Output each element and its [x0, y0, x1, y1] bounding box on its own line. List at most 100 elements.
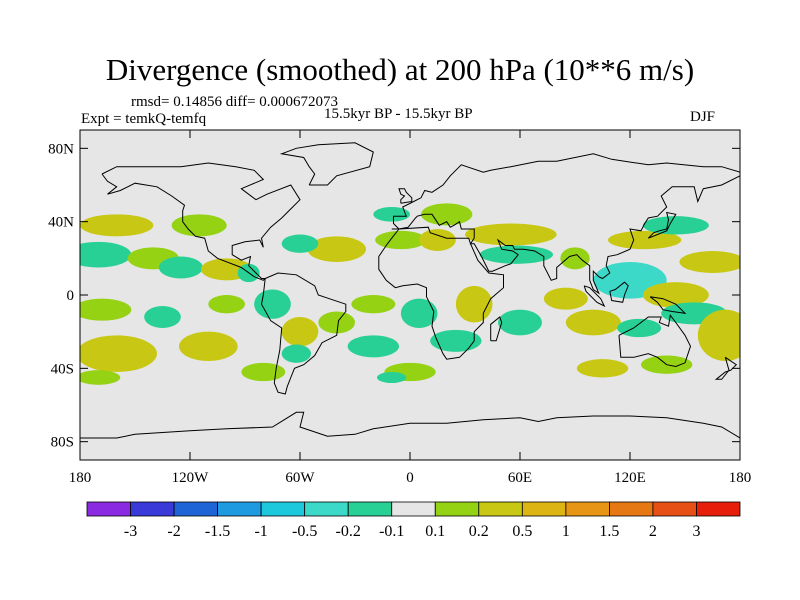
divergence-patch-42 [241, 362, 286, 382]
divergence-patch-15 [560, 247, 590, 270]
lat-label-4: 80S [51, 435, 74, 451]
colorbar-label-0: -3 [124, 523, 137, 540]
map-ticks: 80N 40N 0 40S 80S 180 120W 60W 0 60E 120E 180 [48, 130, 751, 486]
divergence-patch-8 [281, 234, 319, 253]
lon-label-4: 60E [508, 470, 532, 486]
colorbar-label-5: -0.2 [336, 523, 361, 540]
colorbar-label-10: 1 [562, 523, 570, 540]
divergence-patch-13 [465, 223, 557, 246]
coast-new-guinea [649, 296, 687, 315]
lon-label-5: 120E [614, 470, 646, 486]
coast-sumatra [583, 285, 606, 308]
divergence-patch-23 [80, 298, 132, 321]
colorbar-label-9: 0.5 [512, 523, 532, 540]
colorbar-label-2: -1.5 [205, 523, 230, 540]
divergence-patch-20 [642, 282, 709, 308]
colorbar-swatch-8 [434, 501, 480, 517]
divergence-patch-12 [373, 207, 410, 222]
colorbar-swatch-10 [521, 501, 567, 517]
coastlines [80, 142, 740, 439]
divergence-patch-26 [179, 331, 238, 362]
period-label: 15.5kyr BP - 15.5kyr BP [324, 106, 473, 122]
divergence-patch-2 [80, 241, 132, 268]
divergence-patch-11 [421, 203, 473, 226]
lon-label-3: 0 [406, 470, 414, 486]
colorbar-swatch-1 [130, 501, 175, 517]
colorbar-swatch-12 [609, 501, 654, 517]
colorbar-label-4: -0.5 [292, 523, 317, 540]
divergence-patch-10 [419, 229, 456, 251]
lat-label-0: 80N [48, 141, 74, 157]
colorbar-swatch-11 [565, 501, 610, 517]
divergence-patch-35 [455, 285, 493, 323]
colorbar-swatch-5 [304, 501, 349, 517]
coast-australia [618, 313, 692, 368]
divergence-patch-4 [158, 256, 203, 279]
lon-label-2: 60W [285, 470, 315, 486]
colorbar-swatch-2 [173, 501, 218, 517]
lon-label-1: 120W [172, 470, 210, 486]
divergence-patch-22 [697, 309, 740, 361]
colorbar-swatch-4 [260, 501, 306, 517]
divergence-patch-39 [565, 309, 621, 336]
divergence-patch-24 [80, 335, 157, 372]
coast-madagascar [490, 316, 503, 342]
divergence-patch-45 [576, 359, 629, 378]
colorbar-swatch-3 [217, 501, 262, 517]
lon-label-0: 180 [69, 470, 92, 486]
lat-label-3: 40S [51, 361, 74, 377]
divergence-patch-27 [208, 295, 246, 314]
coast-africa [378, 226, 504, 360]
divergence-patch-25 [144, 306, 181, 328]
coast-south-america [260, 272, 347, 395]
colorbar-swatch-14 [696, 501, 741, 517]
divergence-patch-16 [608, 230, 682, 250]
lat-label-2: 0 [67, 288, 75, 304]
divergence-patch-7 [307, 236, 366, 262]
colorbar-label-3: -1 [254, 523, 267, 540]
colorbar-swatch-6 [347, 501, 393, 517]
divergence-patch-14 [479, 245, 553, 264]
colorbar-label-13: 3 [692, 523, 700, 540]
coast-japan [647, 211, 677, 239]
colorbar-label-11: 1.5 [599, 523, 619, 540]
divergence-patch-1 [171, 214, 227, 237]
divergence-patch-0 [80, 214, 154, 237]
divergence-patch-32 [347, 335, 400, 358]
colorbar-label-12: 2 [649, 523, 657, 540]
divergence-patch-31 [318, 311, 355, 334]
lat-label-1: 40N [48, 215, 74, 231]
divergence-patch-34 [400, 298, 438, 329]
divergence-patch-29 [281, 317, 319, 347]
colorbar-swatch-9 [478, 501, 523, 517]
coast-borneo [609, 281, 629, 303]
divergence-patch-37 [498, 309, 542, 336]
divergence-patch-38 [543, 287, 588, 310]
coast-greenland [279, 142, 374, 186]
divergence-patch-28 [254, 289, 291, 319]
divergence-patch-9 [375, 230, 427, 250]
colorbar-swatch-7 [391, 501, 436, 517]
season-label: DJF [690, 109, 716, 125]
divergence-patch-41 [80, 370, 121, 385]
divergence-patch-36 [430, 329, 482, 352]
experiment-label: Expt = temkQ-temfq [81, 111, 207, 127]
colorbar-label-8: 0.2 [469, 523, 489, 540]
divergence-patch-30 [281, 344, 312, 363]
coast-uk [398, 188, 413, 204]
coast-north-america [101, 162, 301, 281]
divergence-patch-40 [617, 318, 662, 338]
colorbar-label-1: -2 [167, 523, 180, 540]
coast-newzealand [714, 356, 738, 380]
colorbar: -3 -2 -1.5 -1 -0.5 -0.2 -0.1 0.1 0.2 0.5 1 1.5 2 3 [86, 501, 741, 540]
divergence-patch-18 [679, 251, 740, 273]
colorbar-swatch-13 [652, 501, 697, 517]
divergence-patch-44 [377, 372, 407, 383]
colorbar-label-7: 0.1 [425, 523, 445, 540]
divergence-patch-17 [642, 216, 709, 235]
divergence-patch-33 [351, 295, 396, 314]
coast-antarctica [80, 411, 740, 439]
colorbar-label-6: -0.1 [379, 523, 404, 540]
figure-title: Divergence (smoothed) at 200 hPa (10**6 … [105, 52, 695, 87]
